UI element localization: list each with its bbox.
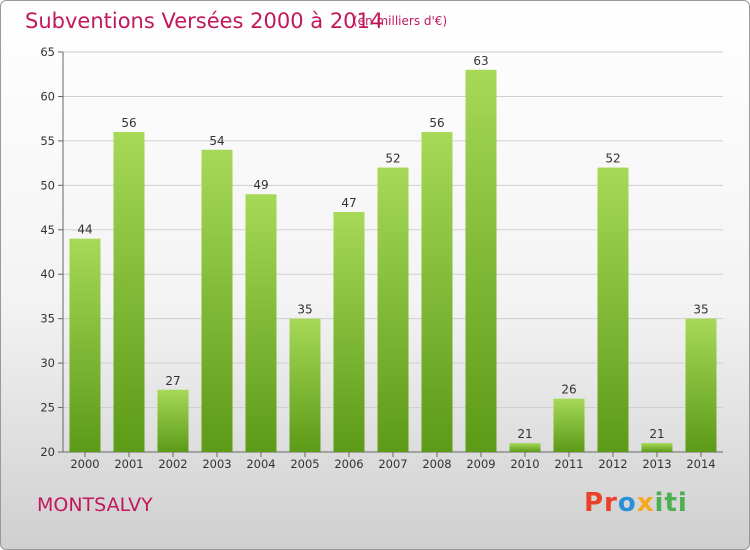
bar (509, 443, 541, 452)
x-tick-label: 2007 (378, 457, 407, 471)
x-tick-label: 2004 (246, 457, 275, 471)
place-name: MONTSALVY (37, 494, 153, 516)
bar (421, 132, 453, 452)
labels: 20 25 30 35 40 45 50 55 60 65 2000 44 2001 56 2002 27 20… (40, 45, 715, 471)
bar (685, 318, 717, 452)
x-tick-label: 2002 (158, 457, 187, 471)
x-tick-label: 2008 (422, 457, 451, 471)
bar (553, 398, 585, 452)
logo-part: iti (654, 488, 688, 518)
data-label: 44 (77, 223, 92, 237)
data-label: 35 (693, 303, 708, 317)
x-tick-label: 2014 (686, 457, 715, 471)
y-tick-label: 55 (40, 134, 55, 148)
y-tick-label: 45 (40, 223, 55, 237)
bars (69, 69, 717, 453)
x-tick-label: 2006 (334, 457, 363, 471)
y-tick-label: 50 (40, 178, 55, 192)
bar (641, 443, 673, 452)
x-tick-label: 2005 (290, 457, 319, 471)
logo-part: x (636, 488, 655, 518)
data-label: 56 (121, 116, 136, 130)
y-tick-label: 25 (40, 401, 55, 415)
y-tick-label: 40 (40, 267, 55, 281)
bar (465, 69, 497, 453)
bar (201, 149, 233, 452)
bar (69, 238, 101, 452)
x-tick-label: 2001 (114, 457, 143, 471)
data-label: 21 (517, 427, 532, 441)
proxiti-logo: Proxiti (584, 488, 688, 518)
bar (597, 167, 629, 453)
chart-unit: (en milliers d'€) (353, 14, 448, 28)
y-tick-label: 65 (40, 45, 55, 59)
data-label: 21 (649, 427, 664, 441)
bar (377, 167, 409, 453)
x-tick-label: 2012 (598, 457, 627, 471)
x-tick-label: 2009 (466, 457, 495, 471)
y-tick-label: 60 (40, 89, 55, 103)
data-label: 54 (209, 134, 224, 148)
logo-part: o (617, 488, 637, 518)
bar (333, 212, 365, 452)
data-label: 56 (429, 116, 444, 130)
data-label: 26 (561, 383, 576, 397)
x-tick-label: 2003 (202, 457, 231, 471)
y-tick-label: 30 (40, 356, 55, 370)
y-tick-label: 35 (40, 312, 55, 326)
y-tick-label: 20 (40, 445, 55, 459)
bar (289, 318, 321, 452)
x-tick-label: 2011 (554, 457, 583, 471)
data-label: 63 (473, 54, 488, 68)
logo-part: Pr (584, 488, 618, 518)
bar (157, 389, 189, 452)
data-label: 52 (385, 152, 400, 166)
x-tick-label: 2010 (510, 457, 539, 471)
data-label: 47 (341, 196, 356, 210)
x-tick-label: 2013 (642, 457, 671, 471)
data-label: 35 (297, 303, 312, 317)
data-label: 49 (253, 178, 268, 192)
bar (245, 194, 277, 452)
x-tick-label: 2000 (70, 457, 99, 471)
data-label: 52 (605, 152, 620, 166)
data-label: 27 (165, 374, 180, 388)
bar (113, 132, 145, 452)
chart-title: Subventions Versées 2000 à 2014 (25, 9, 384, 33)
